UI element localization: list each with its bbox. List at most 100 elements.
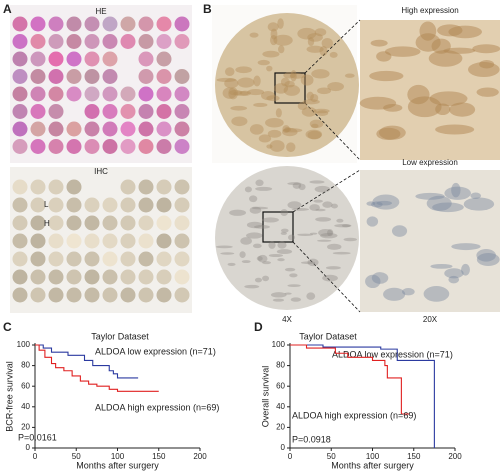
texture <box>276 249 293 255</box>
panel-label: B <box>203 2 212 16</box>
panel-label: C <box>3 320 12 334</box>
zoom-box <box>262 211 294 243</box>
ihc-label: IHC <box>94 167 108 176</box>
texture <box>310 93 319 103</box>
texture <box>222 87 237 99</box>
y-axis-label: BCR-free survival <box>4 361 14 432</box>
he-core <box>84 139 100 154</box>
ihc-core <box>30 233 46 249</box>
texture <box>383 287 406 301</box>
ihc-core <box>174 179 190 195</box>
series-label: ALDOA low expression (n=71) <box>332 349 453 359</box>
he-core <box>12 51 28 67</box>
texture <box>322 274 338 282</box>
ihc-core <box>30 287 46 303</box>
texture <box>316 110 329 116</box>
ihc-core <box>156 233 172 249</box>
texture <box>215 245 233 249</box>
texture <box>249 206 262 214</box>
ihc-core <box>120 215 136 231</box>
he-core <box>66 121 82 137</box>
he-core <box>84 69 100 84</box>
ihc-core <box>12 251 28 267</box>
texture <box>376 127 401 140</box>
texture <box>267 22 279 32</box>
texture <box>258 134 272 143</box>
texture <box>287 182 302 185</box>
texture <box>244 186 252 193</box>
panel-label: D <box>254 320 263 334</box>
texture <box>289 273 298 278</box>
texture <box>286 142 296 153</box>
high-label: High expression <box>401 6 458 15</box>
ihc-core <box>48 251 64 267</box>
texture <box>266 144 273 149</box>
he-core <box>66 86 82 102</box>
he-core <box>138 69 154 84</box>
he-core <box>12 104 28 119</box>
texture <box>297 233 314 236</box>
texture <box>251 206 269 210</box>
panel-a <box>10 5 192 313</box>
texture <box>451 182 461 198</box>
ihc-core <box>174 287 190 303</box>
ihc-core <box>12 287 28 303</box>
zoom-line <box>304 19 361 74</box>
ihc-core <box>30 179 46 195</box>
he-core <box>174 86 190 102</box>
y-tick-label: 100 <box>17 340 31 349</box>
he-core <box>138 34 154 49</box>
he-core <box>48 104 64 119</box>
he-core <box>12 16 28 32</box>
texture <box>300 74 314 86</box>
texture <box>227 262 236 266</box>
texture <box>292 182 302 189</box>
texture <box>318 229 333 237</box>
he-core <box>120 34 136 49</box>
x-tick-label: 150 <box>407 452 421 461</box>
texture <box>370 39 388 47</box>
he-core <box>84 51 100 67</box>
he-core <box>12 34 28 49</box>
ihc-core <box>66 215 82 231</box>
he-core <box>174 121 190 137</box>
ihc-core <box>84 215 100 231</box>
he-core <box>30 121 46 137</box>
he-core <box>84 86 100 102</box>
ihc-core <box>120 251 136 267</box>
texture <box>306 292 316 300</box>
texture <box>309 204 320 211</box>
texture <box>261 91 276 101</box>
texture <box>476 252 500 266</box>
texture <box>233 91 249 96</box>
texture <box>249 124 264 135</box>
he-core <box>12 86 28 102</box>
ihc-core <box>12 269 28 285</box>
texture <box>467 62 500 78</box>
texture <box>287 201 302 209</box>
texture <box>443 47 476 54</box>
texture <box>239 90 251 96</box>
texture <box>270 28 278 40</box>
texture <box>230 105 248 111</box>
texture <box>309 232 318 235</box>
chart-title: Taylor Dataset <box>299 331 357 341</box>
texture <box>307 258 319 267</box>
ihc-core <box>12 233 28 249</box>
he-core <box>156 34 172 49</box>
texture <box>470 192 482 199</box>
ihc-core <box>138 233 154 249</box>
he-core <box>48 16 64 32</box>
he-core <box>30 34 46 49</box>
he-core <box>30 139 46 154</box>
texture <box>309 119 324 129</box>
ihc-core <box>156 287 172 303</box>
texture <box>431 38 451 54</box>
zoom-low <box>360 170 500 312</box>
texture <box>451 243 481 251</box>
low-label: Low expression <box>402 158 458 167</box>
ihc-core <box>156 197 172 213</box>
he-core <box>66 139 82 154</box>
he-core <box>66 16 82 32</box>
texture <box>448 275 460 284</box>
